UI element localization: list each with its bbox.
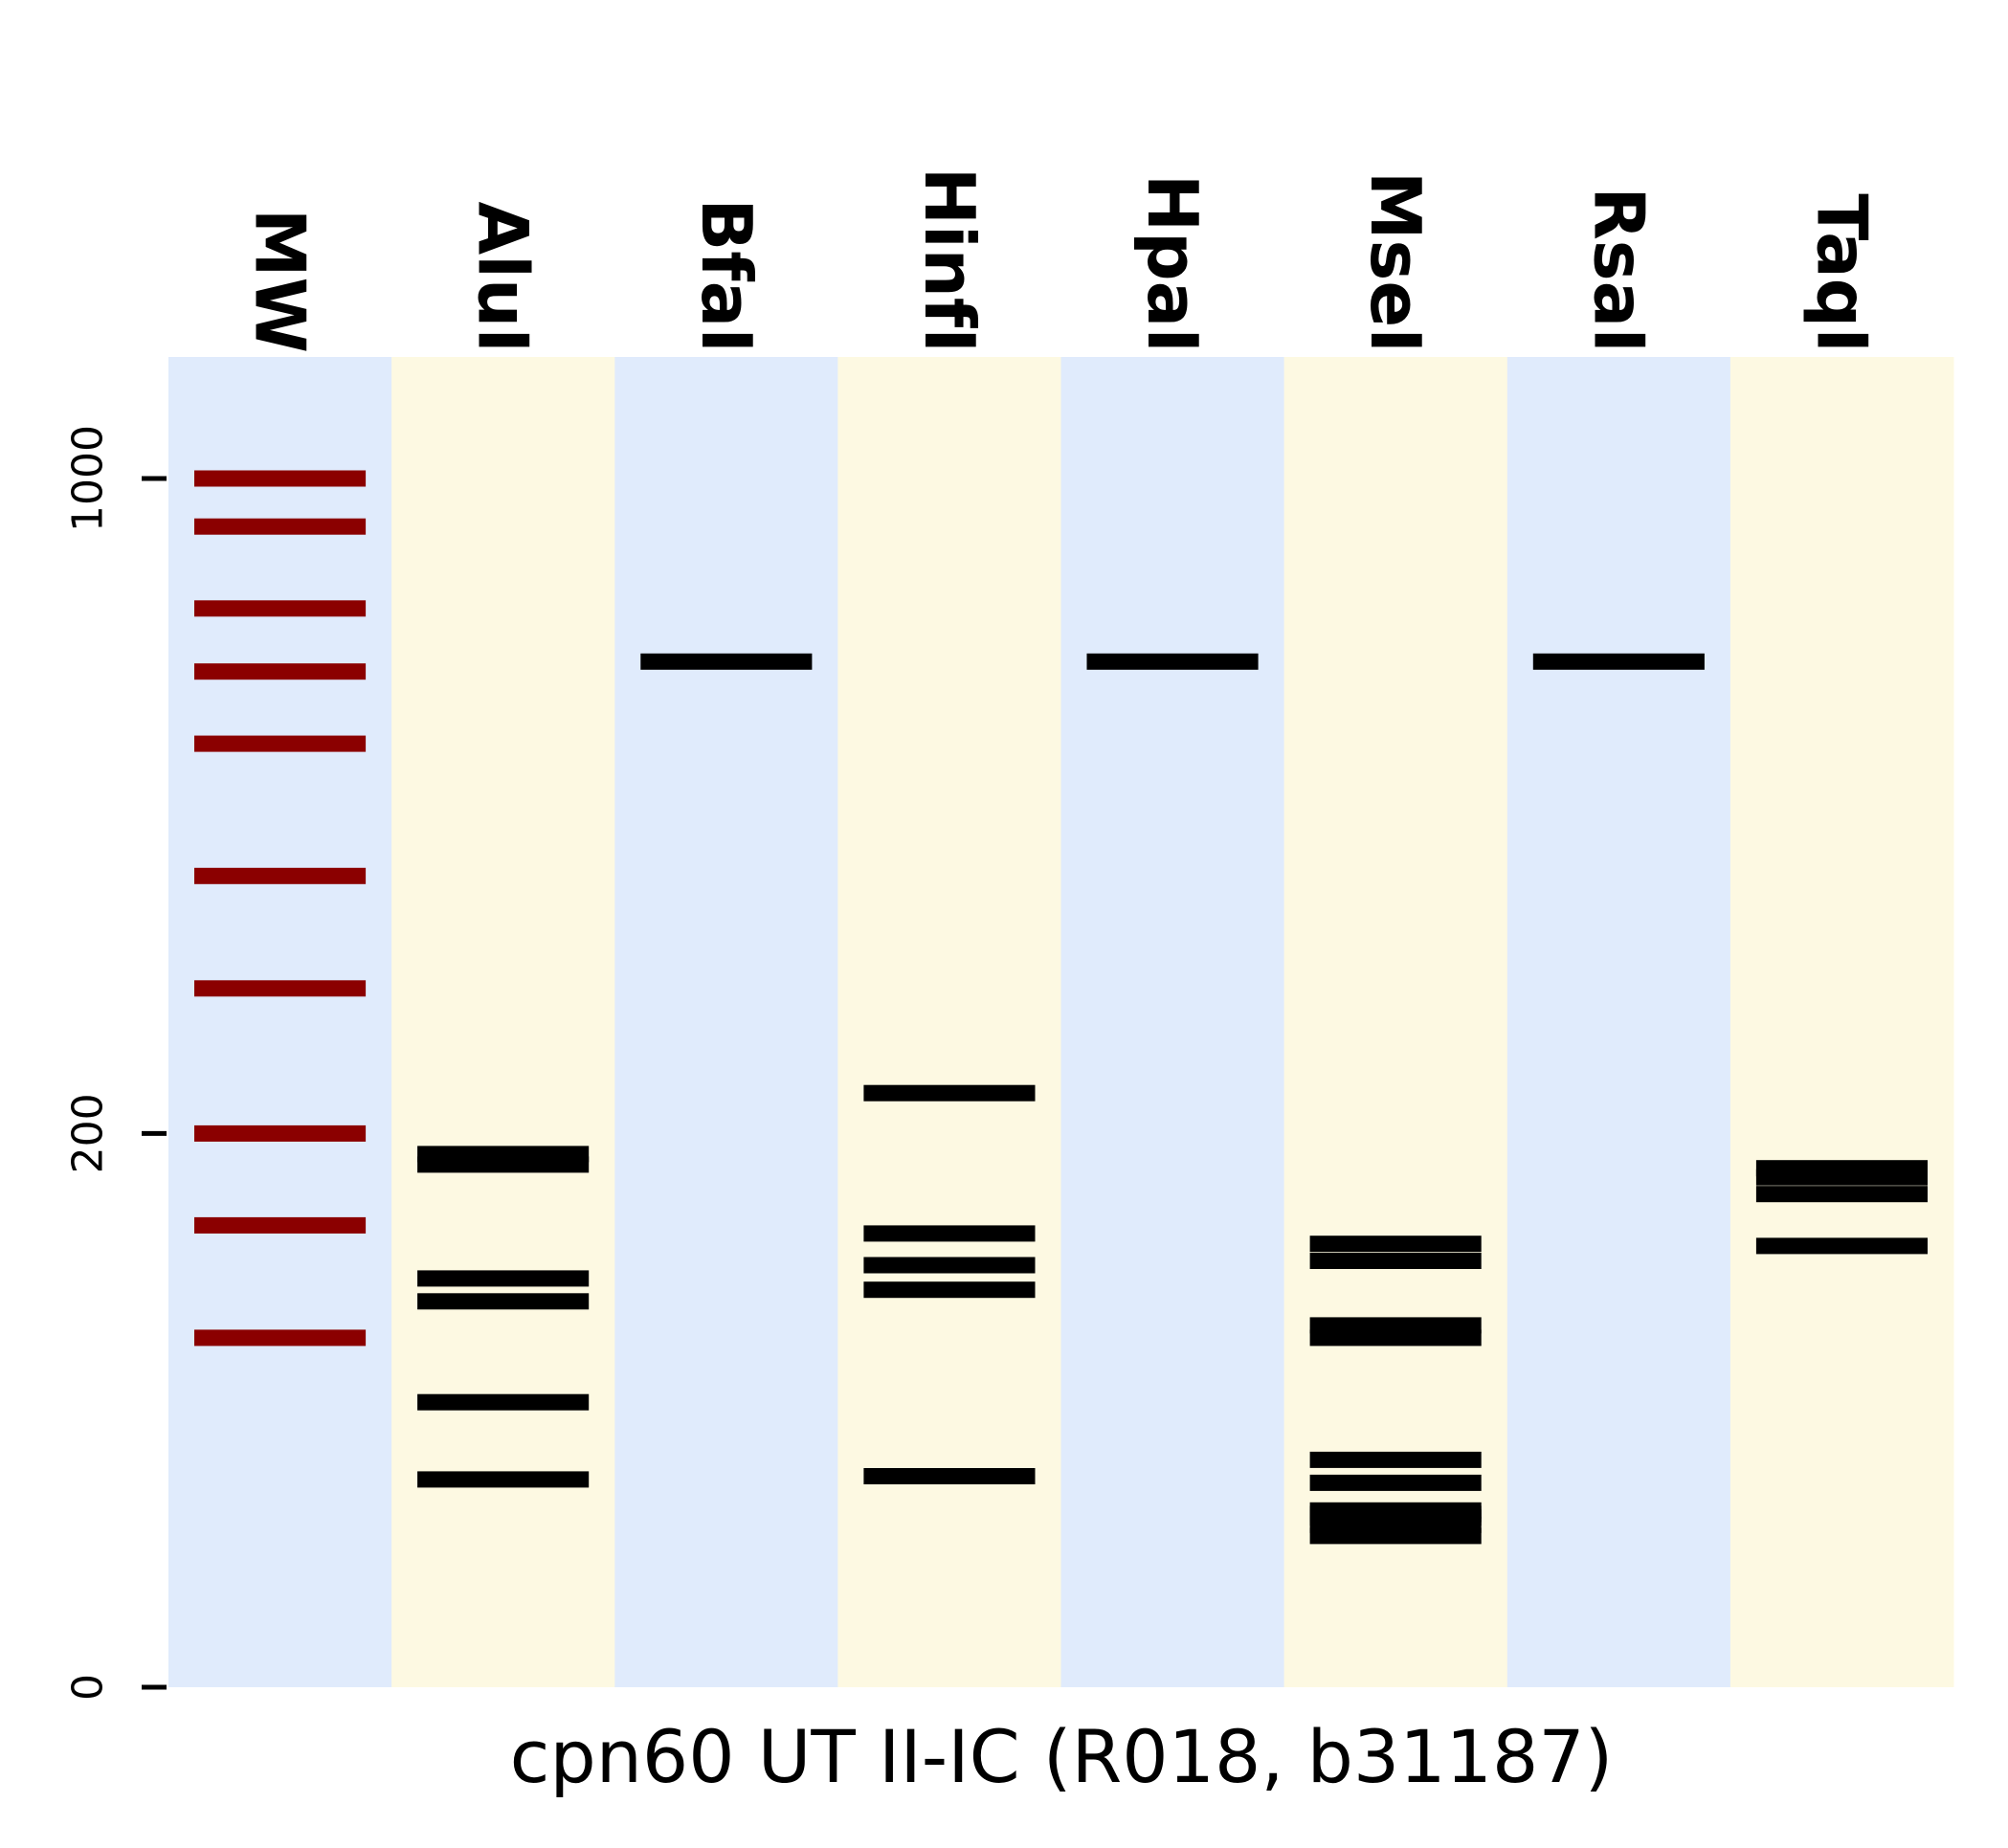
band-hpai-665 [1086, 653, 1259, 670]
band-mw-750 [194, 600, 367, 617]
band-msei-105 [1309, 1317, 1482, 1334]
band-mw-150 [194, 1216, 367, 1234]
band-mw-1000 [194, 470, 367, 487]
band-hinfi-225 [863, 1084, 1036, 1102]
band-mw-200 [194, 1124, 367, 1142]
lane-bg-alui [391, 357, 615, 1687]
band-msei-35 [1309, 1527, 1482, 1545]
band-msei-100 [1309, 1329, 1482, 1347]
band-mw-900 [194, 518, 367, 535]
band-alui-182 [417, 1156, 590, 1173]
lane-label-msei: MseI [1355, 171, 1436, 353]
band-msei-57 [1309, 1451, 1482, 1468]
lane-bg-taqi [1729, 357, 1954, 1687]
lane-bg-bfai [614, 357, 838, 1687]
band-taqi-175 [1755, 1169, 1928, 1186]
band-hinfi-52 [863, 1468, 1036, 1484]
band-mw-300 [194, 980, 367, 997]
band-mw-650 [194, 663, 367, 680]
band-hinfi-146 [863, 1225, 1036, 1242]
lane-label-hinfi: HinfI [909, 167, 990, 353]
lane-bg-hpai [1060, 357, 1285, 1687]
lane-label-bfai: BfaI [686, 198, 767, 353]
band-msei-141 [1309, 1236, 1482, 1253]
band-hinfi-120 [863, 1281, 1036, 1299]
band-taqi-140 [1755, 1237, 1928, 1255]
band-bfai-665 [640, 653, 813, 670]
y-tick-label-0: 0 [64, 1674, 113, 1701]
band-mw-400 [194, 867, 367, 884]
lanes-layer [168, 357, 1954, 1687]
bands-layer [194, 470, 1928, 1545]
x-axis-title: cpn60 UT II-IC (R018, b31187) [510, 1714, 1614, 1799]
lane-bg-hinfi [837, 357, 1061, 1687]
y-tick-label-1000: 1000 [64, 425, 113, 532]
lane-label-hpai: HpaI [1132, 174, 1213, 353]
band-rsai-665 [1532, 653, 1705, 670]
lane-labels: MW AluI BfaI HinfI HpaI MseI RsaI TaqI [240, 167, 1883, 353]
lane-label-mw: MW [240, 209, 321, 353]
y-axis: 0 200 1000 [64, 425, 167, 1701]
band-mw-100 [194, 1329, 367, 1347]
band-msei-133 [1309, 1253, 1482, 1269]
band-alui-76 [417, 1393, 590, 1411]
lane-bg-rsai [1506, 357, 1731, 1687]
lane-label-taqi: TaqI [1801, 193, 1882, 353]
lane-bg-mw [168, 357, 392, 1687]
lane-label-alui: AluI [463, 202, 544, 353]
band-alui-51 [417, 1471, 590, 1488]
band-alui-115 [417, 1293, 590, 1310]
band-mw-550 [194, 735, 367, 752]
lane-label-rsai: RsaI [1578, 187, 1659, 353]
band-msei-50 [1309, 1474, 1482, 1491]
band-taqi-166 [1755, 1186, 1928, 1203]
band-alui-125 [417, 1270, 590, 1287]
band-hinfi-131 [863, 1257, 1036, 1274]
y-tick-label-200: 200 [64, 1093, 113, 1173]
